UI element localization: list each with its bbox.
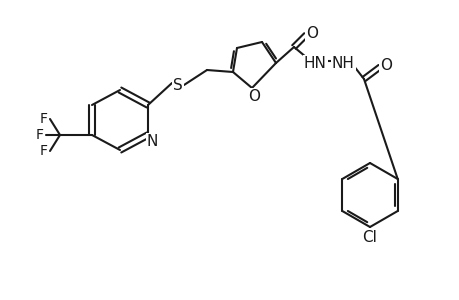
Text: S: S — [173, 77, 183, 92]
Text: O: O — [379, 58, 391, 73]
Text: O: O — [305, 26, 317, 40]
Text: F: F — [40, 112, 48, 126]
Text: HN: HN — [303, 56, 326, 70]
Text: N: N — [146, 134, 157, 148]
Text: NH: NH — [331, 56, 354, 70]
Text: Cl: Cl — [362, 230, 377, 244]
Text: F: F — [40, 144, 48, 158]
Text: F: F — [36, 128, 44, 142]
Text: O: O — [247, 88, 259, 104]
